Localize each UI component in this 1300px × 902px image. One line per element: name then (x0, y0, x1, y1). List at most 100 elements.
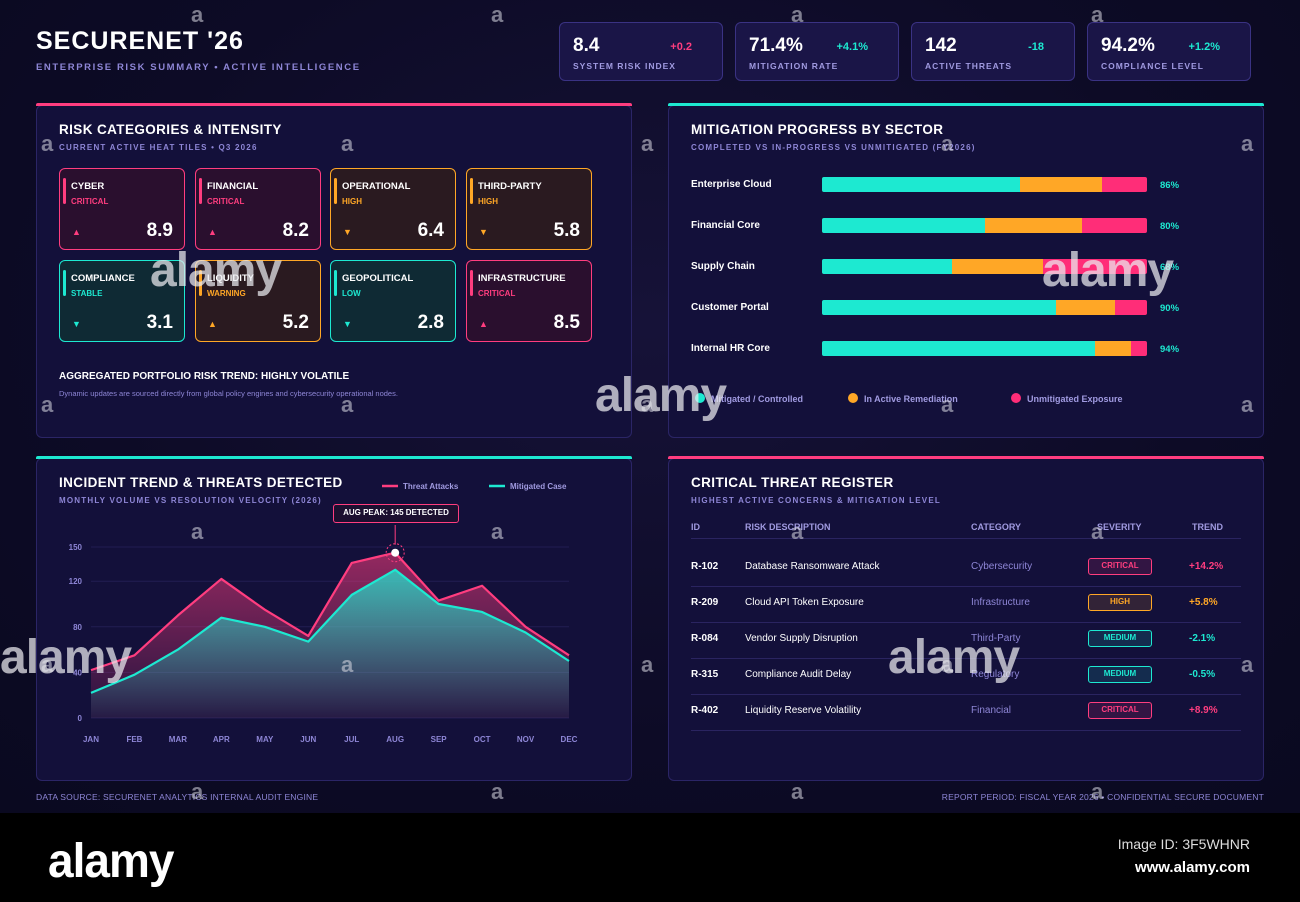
bar-segment-in-active-remediation (1056, 300, 1115, 315)
kpi-card-system-risk[interactable]: 8.4 +0.2 SYSTEM RISK INDEX (559, 22, 723, 81)
severity-badge: MEDIUM (1088, 630, 1152, 647)
kpi-card-compliance-level[interactable]: 94.2% +1.2% COMPLIANCE LEVEL (1087, 22, 1251, 81)
kpi-value: 8.4 (573, 35, 600, 56)
sector-row[interactable]: Internal HR Core 94% (691, 341, 1211, 357)
row-description: Liquidity Reserve Volatility (745, 705, 862, 716)
dashboard-canvas: SECURENET '26 ENTERPRISE RISK SUMMARY • … (0, 0, 1300, 813)
kpi-label: COMPLIANCE LEVEL (1101, 61, 1204, 71)
sector-name: Customer Portal (691, 302, 769, 313)
x-tick-label: JUN (300, 735, 316, 744)
watermark-mark: a (1091, 519, 1104, 544)
watermark-mark: a (41, 652, 54, 677)
legend-label: Mitigated / Controlled (711, 394, 803, 404)
alamy-logo: alamy (48, 832, 174, 888)
watermark-word: alamy (0, 631, 132, 684)
sector-percent: 86% (1160, 180, 1180, 191)
column-header-id[interactable]: ID (691, 522, 700, 532)
watermark-mark: a (491, 779, 504, 804)
tile-status: CRITICAL (71, 197, 109, 206)
sector-name: Enterprise Cloud (691, 179, 772, 190)
threat-register-panel: CRITICAL THREAT REGISTER HIGHEST ACTIVE … (668, 456, 1264, 781)
risk-tile-compliance[interactable]: COMPLIANCE STABLE ▼ 3.1 (59, 260, 185, 342)
bar-segment-unmitigated-exposure (1114, 300, 1147, 315)
sector-name: Internal HR Core (691, 343, 770, 354)
watermark-mark: a (341, 652, 354, 677)
watermark-mark: a (341, 131, 354, 156)
severity-badge: MEDIUM (1088, 666, 1152, 683)
bar-segment-unmitigated-exposure (1101, 177, 1147, 192)
table-row[interactable]: R-084 Vendor Supply Disruption Third-Party… (691, 623, 1241, 659)
kpi-card-mitigation-rate[interactable]: 71.4% +4.1% MITIGATION RATE (735, 22, 899, 81)
table-row[interactable]: R-402 Liquidity Reserve Volatility Financi… (691, 695, 1241, 731)
watermark-mark: a (1241, 392, 1254, 417)
trend-up-icon: ▲ (208, 319, 217, 329)
x-tick-label: MAR (169, 735, 187, 744)
column-header-severity[interactable]: SEVERITY (1097, 522, 1142, 532)
sector-row[interactable]: Enterprise Cloud 86% (691, 177, 1211, 193)
panel-subtitle: CURRENT ACTIVE HEAT TILES • Q3 2026 (59, 143, 258, 152)
risk-tile-liquidity[interactable]: LIQUIDITY WARNING ▲ 5.2 (195, 260, 321, 342)
table-row[interactable]: R-315 Compliance Audit Delay Regulatory MED… (691, 659, 1241, 695)
row-description: Compliance Audit Delay (745, 669, 852, 680)
panel-title: CRITICAL THREAT REGISTER (691, 475, 894, 490)
watermark-strip: alamy Image ID: 3F5WHNR www.alamy.com (0, 813, 1300, 902)
kpi-card-active-threats[interactable]: 142 -18 ACTIVE THREATS (911, 22, 1075, 81)
row-trend: +8.9% (1189, 705, 1218, 716)
series-line-mitigated-case (90, 568, 570, 694)
risk-tile-geopolitical[interactable]: GEOPOLITICAL LOW ▼ 2.8 (330, 260, 456, 342)
watermark-mark: a (191, 779, 204, 804)
kpi-delta: +0.2 (670, 41, 692, 53)
bar-segment-mitigated-controlled (822, 259, 952, 274)
row-id: R-209 (691, 597, 719, 608)
watermark-mark: a (341, 392, 354, 417)
risk-tile-operational[interactable]: OPERATIONAL HIGH ▼ 6.4 (330, 168, 456, 250)
row-id: R-084 (691, 633, 719, 644)
watermark-mark: a (1091, 779, 1104, 804)
sector-percent: 90% (1160, 303, 1180, 314)
column-header-category[interactable]: CATEGORY (971, 522, 1022, 532)
row-id: R-402 (691, 705, 719, 716)
footer-data-source: DATA SOURCE: SECURENET ANALYTICS INTERNA… (36, 792, 319, 802)
watermark-mark: a (941, 131, 954, 156)
sector-row[interactable]: Financial Core 80% (691, 218, 1211, 234)
legend-unmitigated: Unmitigated Exposure (1011, 393, 1123, 404)
risk-tile-third-party[interactable]: THIRD-PARTY HIGH ▼ 5.8 (466, 168, 592, 250)
kpi-value: 94.2% (1101, 35, 1155, 56)
watermark-mark: a (641, 392, 654, 417)
table-row[interactable]: R-102 Database Ransomware Attack Cybersecu… (691, 551, 1241, 587)
row-description: Cloud API Token Exposure (745, 597, 864, 608)
tile-accent (63, 178, 66, 204)
watermark-mark: a (191, 2, 204, 27)
severity-badge: CRITICAL (1088, 702, 1152, 719)
tile-name: OPERATIONAL (342, 181, 411, 192)
kpi-label: ACTIVE THREATS (925, 61, 1013, 71)
tile-score: 3.1 (146, 312, 173, 333)
trend-down-icon: ▼ (72, 319, 81, 329)
table-row[interactable]: R-209 Cloud API Token Exposure Infrastruct… (691, 587, 1241, 623)
sector-row[interactable]: Customer Portal 90% (691, 300, 1211, 316)
tile-score: 6.4 (417, 220, 444, 241)
watermark-mark: a (191, 519, 204, 544)
tile-accent (63, 270, 66, 296)
bar-segment-in-active-remediation (984, 218, 1082, 233)
sector-stacked-bar (822, 218, 1147, 233)
sector-stacked-bar (822, 341, 1147, 356)
watermark-word: alamy (150, 244, 282, 297)
risk-tile-infrastructure[interactable]: INFRASTRUCTURE CRITICAL ▲ 8.5 (466, 260, 592, 342)
trend-down-icon: ▼ (479, 227, 488, 237)
tile-name: FINANCIAL (207, 181, 259, 192)
watermark-word: alamy (1042, 244, 1174, 297)
panel-subtitle: MONTHLY VOLUME VS RESOLUTION VELOCITY (2… (59, 496, 322, 505)
kpi-value: 71.4% (749, 35, 803, 56)
peak-ring (385, 543, 405, 563)
column-header-description[interactable]: RISK DESCRIPTION (745, 522, 831, 532)
x-tick-label: JUL (344, 735, 359, 744)
incident-area-chart: 0 40 80 120 150 JAN FEB MAR APR MAY JUN JUL AUG SEP OC… (69, 482, 578, 744)
risk-tile-cyber[interactable]: CYBER CRITICAL ▲ 8.9 (59, 168, 185, 250)
column-header-trend[interactable]: TREND (1192, 522, 1223, 532)
watermark-mark: a (641, 131, 654, 156)
tile-score: 8.5 (553, 312, 580, 333)
sector-row[interactable]: Supply Chain 68% (691, 259, 1211, 275)
kpi-delta: +1.2% (1188, 41, 1221, 53)
risk-tile-financial[interactable]: FINANCIAL CRITICAL ▲ 8.2 (195, 168, 321, 250)
